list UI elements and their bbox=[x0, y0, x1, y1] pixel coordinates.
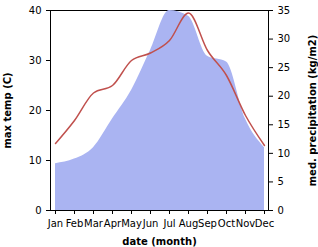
svg-text:Oct: Oct bbox=[218, 218, 235, 229]
svg-text:5: 5 bbox=[278, 176, 284, 187]
svg-text:Apr: Apr bbox=[104, 218, 122, 229]
svg-text:Feb: Feb bbox=[66, 218, 84, 229]
svg-text:35: 35 bbox=[278, 5, 291, 16]
svg-text:Mar: Mar bbox=[84, 218, 104, 229]
svg-text:Jun: Jun bbox=[142, 218, 159, 229]
svg-text:0: 0 bbox=[35, 205, 41, 216]
svg-text:30: 30 bbox=[278, 33, 291, 44]
svg-text:0: 0 bbox=[278, 205, 284, 216]
svg-text:max temp (C): max temp (C) bbox=[2, 72, 13, 148]
svg-text:Aug: Aug bbox=[179, 218, 199, 229]
svg-text:20: 20 bbox=[29, 105, 42, 116]
svg-text:Dec: Dec bbox=[255, 218, 274, 229]
svg-text:med. precipitation (kg/m2): med. precipitation (kg/m2) bbox=[307, 35, 318, 187]
svg-text:30: 30 bbox=[29, 55, 42, 66]
svg-text:10: 10 bbox=[278, 148, 291, 159]
svg-text:10: 10 bbox=[29, 155, 42, 166]
svg-text:date (month): date (month) bbox=[122, 236, 196, 247]
svg-text:Nov: Nov bbox=[236, 218, 256, 229]
svg-text:Sep: Sep bbox=[198, 218, 217, 229]
svg-text:25: 25 bbox=[278, 62, 291, 73]
svg-text:20: 20 bbox=[278, 90, 291, 101]
svg-text:May: May bbox=[121, 218, 142, 229]
svg-text:40: 40 bbox=[29, 5, 42, 16]
svg-text:Jul: Jul bbox=[162, 218, 175, 229]
svg-text:15: 15 bbox=[278, 119, 291, 130]
svg-text:Jan: Jan bbox=[47, 218, 63, 229]
